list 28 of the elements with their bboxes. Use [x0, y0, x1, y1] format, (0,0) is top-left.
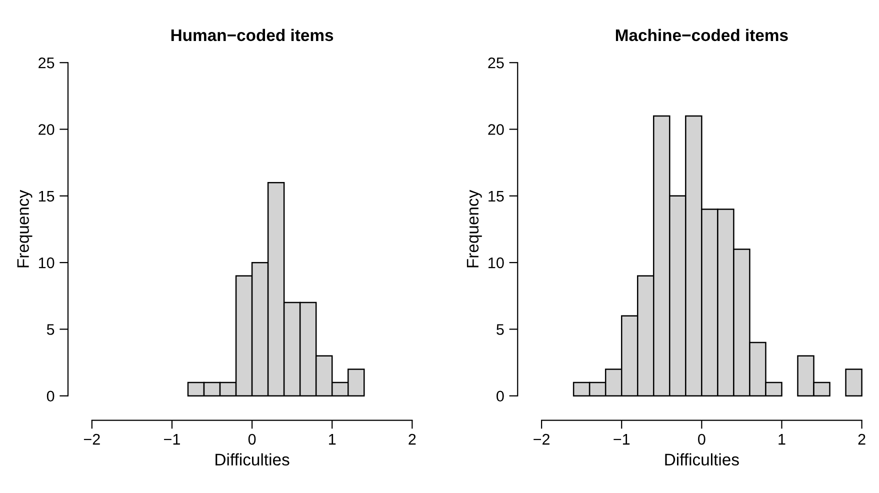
y-axis-title: Frequency — [466, 190, 482, 268]
x-axis-title: Difficulties — [665, 453, 739, 466]
y-tick-label: 15 — [38, 190, 54, 202]
y-tick-label: 10 — [38, 257, 54, 268]
y-tick-label: 5 — [496, 324, 504, 335]
y-tick-label: 20 — [488, 124, 504, 135]
x-tick-label: −1 — [164, 434, 180, 445]
y-tick-label: 0 — [46, 390, 54, 402]
y-tick-label: 15 — [488, 190, 504, 202]
x-tick-label: −2 — [84, 434, 100, 445]
y-tick-label: 25 — [38, 57, 54, 68]
chart-title: Human−coded items — [171, 28, 334, 42]
x-tick-label: 0 — [248, 434, 256, 445]
x-tick-label: 2 — [408, 434, 416, 445]
x-tick-label: 1 — [778, 434, 786, 445]
y-tick-label: 25 — [488, 57, 504, 68]
y-axis-title: Frequency — [17, 190, 32, 268]
y-tick-label: 20 — [38, 124, 54, 135]
x-tick-label: 2 — [858, 434, 866, 445]
x-tick-label: −2 — [534, 434, 550, 445]
x-axis-title: Difficulties — [216, 453, 290, 466]
x-tick-label: 0 — [698, 434, 706, 445]
chart-title: Machine−coded items — [616, 28, 788, 42]
y-tick-label: 5 — [46, 324, 54, 335]
y-tick-label: 10 — [488, 257, 504, 268]
x-tick-label: 1 — [329, 434, 336, 445]
y-tick-label: 0 — [496, 390, 504, 402]
x-tick-label: −1 — [614, 434, 630, 445]
